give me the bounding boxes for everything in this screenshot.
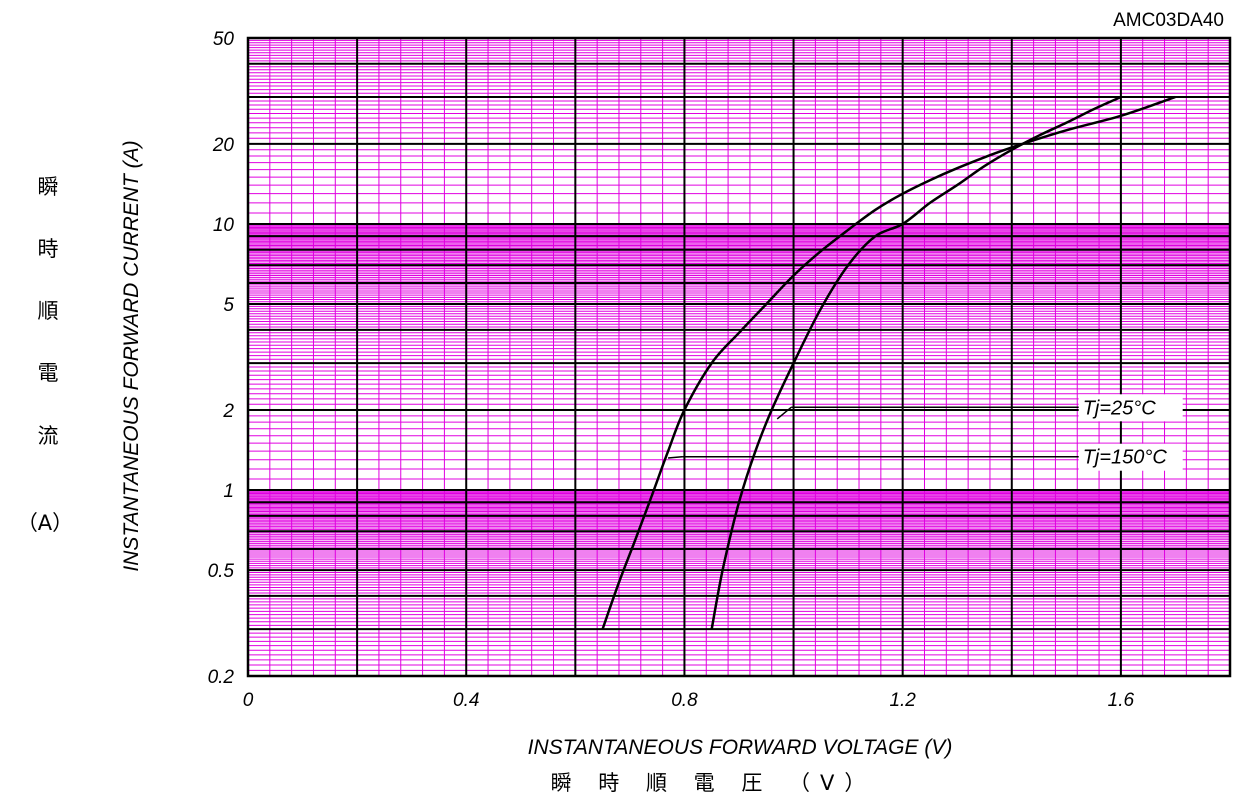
chart-id-label: AMC03DA40 xyxy=(1113,10,1224,31)
y-axis-title: INSTANTANEOUS FORWARD CURRENT (A) xyxy=(120,140,143,571)
annotation-label: Tj=25°C xyxy=(1083,397,1157,419)
y-tick-label: 0.2 xyxy=(208,667,235,688)
x-tick-label: 0.8 xyxy=(671,690,698,711)
y-axis-title-jp: 瞬 時 順 電 流 （A） xyxy=(17,175,73,535)
x-tick-label: 1.2 xyxy=(889,690,916,711)
y-jp-unit: （A） xyxy=(17,511,73,535)
x-tick-labels: 0 0.4 0.8 1.2 1.6 xyxy=(243,690,1135,711)
y-tick-label: 0.5 xyxy=(208,561,235,582)
x-tick-label: 0.4 xyxy=(453,690,479,711)
y-jp-char: 電 xyxy=(38,361,59,385)
y-jp-char: 流 xyxy=(38,424,59,448)
x-axis-title-jp: 瞬 時 順 電 圧 （V） xyxy=(551,771,876,795)
x-axis-title: INSTANTANEOUS FORWARD VOLTAGE (V) xyxy=(528,736,953,759)
y-tick-label: 50 xyxy=(213,29,235,50)
annotation-bg xyxy=(1078,394,1183,422)
plot-frame xyxy=(246,36,1232,678)
annotation-layer: Tj=25°C Tj=150°C xyxy=(668,394,1183,471)
series-layer xyxy=(601,95,1176,630)
annotation-bg xyxy=(1078,443,1183,471)
series-line xyxy=(601,95,1176,630)
annotation-label: Tj=150°C xyxy=(1083,447,1168,469)
y-jp-char: 瞬 xyxy=(38,175,59,199)
series-line xyxy=(710,95,1122,630)
y-jp-char: 時 xyxy=(38,237,59,261)
annotation-leader xyxy=(668,455,683,459)
y-tick-label: 5 xyxy=(223,295,234,316)
y-tick-label: 2 xyxy=(222,401,234,422)
x-tick-label: 1.6 xyxy=(1108,690,1135,711)
y-tick-labels: 0.2 0.5 1 2 5 10 20 50 xyxy=(208,29,235,688)
annotation-leader xyxy=(776,406,792,420)
y-tick-label: 20 xyxy=(212,135,235,156)
y-jp-char: 順 xyxy=(38,299,59,323)
y-tick-label: 1 xyxy=(223,481,234,502)
y-tick-label: 10 xyxy=(213,215,235,236)
x-tick-label: 0 xyxy=(243,690,254,711)
